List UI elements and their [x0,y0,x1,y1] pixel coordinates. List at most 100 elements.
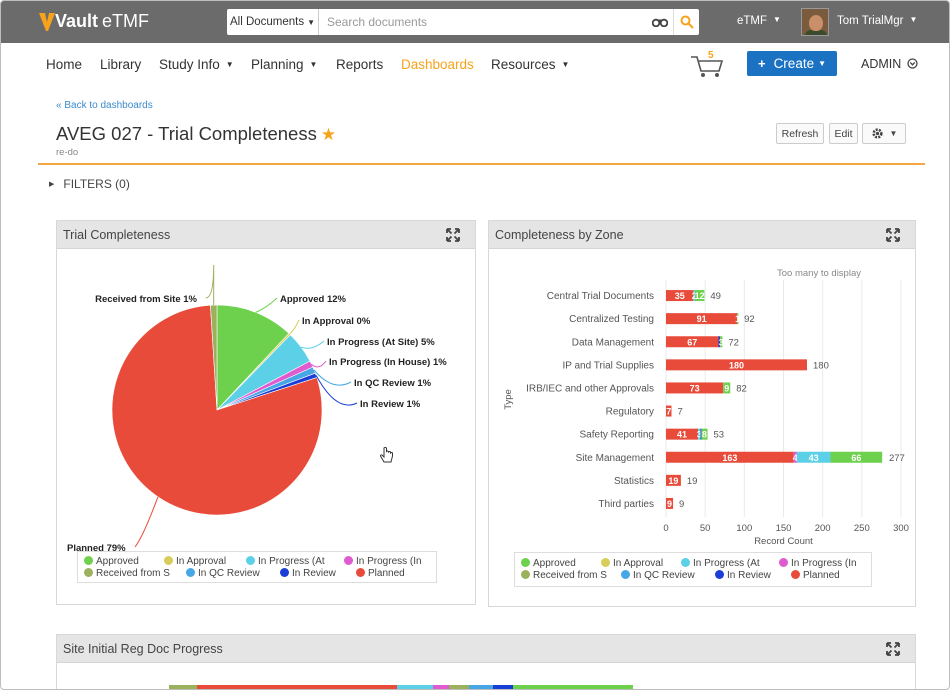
refresh-button[interactable]: Refresh [776,123,824,144]
nav-item-resources[interactable]: Resources ▼ [491,57,569,72]
y-axis-label: Type [503,389,514,410]
legend-label: Approved [96,556,139,567]
search-scope-dropdown[interactable]: All Documents ▼ [227,9,319,35]
bar-data-label: 19 [668,476,678,486]
legend-item-in-review[interactable]: In Review [715,570,771,581]
trial-completeness-panel: Trial Completeness Approved 12% In Approv… [56,220,476,605]
legend-item-in-progress-at-site[interactable]: In Progress (At [246,556,325,567]
site-initial-reg-doc-progress-panel: Site Initial Reg Doc Progress [56,634,916,689]
search-input[interactable] [319,10,647,34]
cart-count: 5 [708,50,714,61]
bar-segment-planned[interactable] [666,359,807,371]
bar-segment-planned[interactable] [666,405,672,417]
chevron-down-icon: ▼ [889,129,898,138]
legend-label: In QC Review [633,570,695,581]
refresh-label: Refresh [781,127,819,140]
nav-item-home[interactable]: Home [46,57,82,72]
expand-icon[interactable] [885,641,901,657]
cart-button[interactable]: 5 [689,50,725,79]
bar-segment-approved[interactable] [720,336,723,348]
legend-item-in-progress-in-house[interactable]: In Progress (In [344,556,422,567]
expand-icon[interactable] [885,227,901,243]
bar-segment-in-progress-at-site[interactable] [698,428,701,440]
nav-item-study-info[interactable]: Study Info ▼ [159,57,234,72]
binoculars-icon[interactable] [647,9,673,35]
legend-item-in-review[interactable]: In Review [280,568,336,579]
nav-item-reports[interactable]: Reports [336,57,383,72]
settings-menu-button[interactable]: ▼ [862,123,906,144]
user-menu[interactable]: Tom TrialMgr ▼ [837,15,917,27]
bar-segment-approved[interactable] [737,313,739,325]
nav-item-dashboards[interactable]: Dashboards [401,57,474,72]
pie-label-approved: Approved 12% [280,294,347,305]
admin-menu[interactable]: ADMIN [861,57,918,71]
bar-segment-planned[interactable] [666,313,738,325]
bar-data-label: 66 [851,453,861,463]
legend-item-in-approval[interactable]: In Approval [164,556,226,567]
pie-label-in-qc-review: In QC Review 1% [354,378,432,389]
legend-item-in-qc-review[interactable]: In QC Review [186,568,260,579]
bar-segment-planned[interactable] [666,382,724,394]
bar-segment-planned[interactable] [666,428,699,440]
pie-slice-planned[interactable] [111,304,323,516]
bar-segment-approved[interactable] [701,428,708,440]
bar-segment-in-progress-in-house[interactable] [793,451,797,463]
page-title-text: AVEG 027 - Trial Completeness [56,123,317,144]
legend-item-received-from-site[interactable]: Received from S [84,568,170,579]
pie-slice-approved[interactable] [216,304,290,411]
bar-segment-in-progress-at-site[interactable] [693,290,695,302]
nav-label: Resources [491,57,556,72]
legend-item-planned[interactable]: Planned [791,570,840,581]
plus-icon: + [757,56,766,71]
legend-item-approved[interactable]: Approved [521,558,576,569]
bar-segment-approved[interactable] [694,290,705,302]
vault-v-icon [39,12,55,31]
bar-segment-approved[interactable] [830,451,883,463]
bar-legend: Approved In Approval In Progress (At In … [514,552,872,587]
bar-segment-planned[interactable] [666,451,794,463]
nav-item-library[interactable]: Library [100,57,141,72]
legend-item-in-qc-review[interactable]: In QC Review [621,570,695,581]
legend-item-in-progress-in-house[interactable]: In Progress (In [779,558,857,569]
panel-header: Completeness by Zone [489,221,915,249]
create-label: Create [773,56,815,71]
legend-item-in-approval[interactable]: In Approval [601,558,663,569]
pie-slice-received-from-site[interactable] [210,304,218,411]
bar-data-label: 180 [729,360,744,370]
bar-segment-in-review[interactable] [700,428,702,440]
vault-selector[interactable]: eTMF ▼ [737,15,781,27]
filters-label: FILTERS (0) [63,177,130,191]
brand-name: Vault [55,11,99,31]
bar-total-label: 277 [889,453,905,464]
create-button[interactable]: + Create ▼ [747,51,837,76]
x-tick-label: 300 [893,523,909,534]
favorite-star-icon[interactable]: ★ [320,125,337,144]
bar-segment-approved[interactable] [723,382,731,394]
legend-item-in-progress-at-site[interactable]: In Progress (At [681,558,760,569]
legend-label: In Progress (At [258,556,325,567]
bar-segment-planned[interactable] [666,336,719,348]
nav-label: Dashboards [401,57,474,72]
back-to-dashboards-link[interactable]: « Back to dashboards [56,100,153,111]
hand-cursor-icon [379,446,393,463]
search-button[interactable] [673,9,699,35]
bar-segment-planned[interactable] [666,497,674,509]
legend-label: In Approval [176,556,227,567]
legend-item-approved[interactable]: Approved [84,556,139,567]
vault-logo[interactable]: Vault eTMF [39,11,149,32]
nav-item-planning[interactable]: Planning ▼ [251,57,317,72]
legend-label: In Progress (At [693,558,760,569]
filters-toggle[interactable]: ▶ FILTERS (0) [49,177,130,191]
avatar[interactable] [801,8,829,36]
chevron-down-icon: ▼ [818,59,827,68]
bar-segment-in-progress-at-site[interactable] [796,451,831,463]
legend-item-received-from-site[interactable]: Received from S [521,570,607,581]
bar-segment-planned[interactable] [666,290,694,302]
legend-item-planned[interactable]: Planned [356,568,405,579]
expand-icon[interactable] [445,227,461,243]
x-tick-label: 150 [776,523,792,534]
bar-segment-planned[interactable] [666,474,681,486]
x-tick-label: 100 [736,523,752,534]
bar-segment-in-review[interactable] [718,336,721,348]
edit-button[interactable]: Edit [829,123,858,144]
